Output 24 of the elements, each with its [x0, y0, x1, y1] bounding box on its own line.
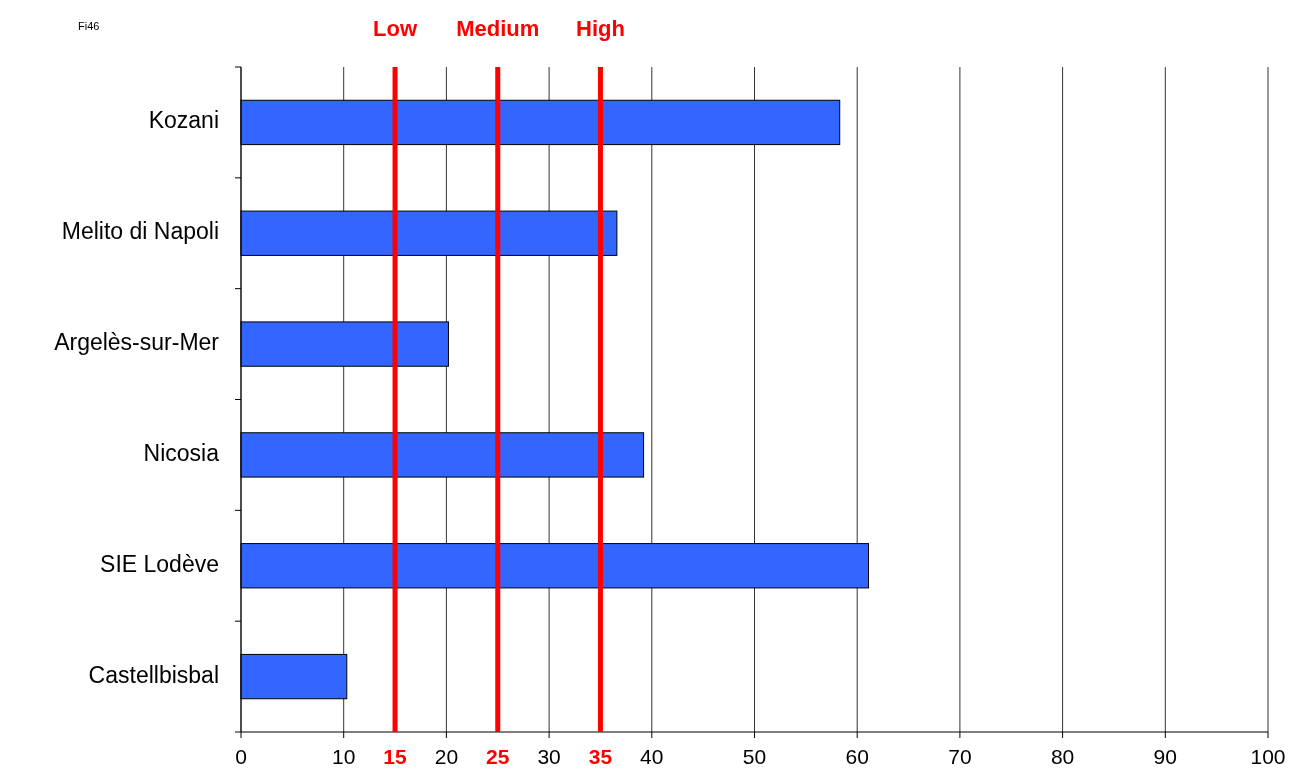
ref-line-label: 15 — [383, 745, 408, 768]
y-tick-label: Argelès-sur-Mer — [54, 329, 220, 356]
x-tick-label: 0 — [235, 745, 247, 768]
x-tick-label: 50 — [742, 745, 767, 768]
ref-line-label: 35 — [588, 745, 613, 768]
text: High — [576, 16, 625, 41]
y-tick-label: Kozani — [148, 107, 219, 134]
x-tick-label: 80 — [1050, 745, 1075, 768]
y-tick-label: Melito di Napoli — [61, 218, 219, 245]
x-tick-label: 20 — [434, 745, 459, 768]
y-tick-label: Nicosia — [143, 439, 220, 466]
x-tick-label: 30 — [537, 745, 561, 768]
text: Low — [373, 16, 418, 41]
x-tick-label: 40 — [640, 745, 664, 768]
x-tick-label: 100 — [1250, 745, 1286, 768]
text: Medium — [456, 16, 540, 41]
text: Fi46 — [78, 20, 100, 32]
ref-line-label: 25 — [486, 745, 510, 768]
x-tick-label: 10 — [332, 745, 356, 768]
x-tick-label: 70 — [948, 745, 972, 768]
y-tick-label: Castellbisbal — [88, 661, 219, 688]
x-tick-label: 60 — [845, 745, 869, 768]
y-tick-label: SIE Lodève — [100, 550, 219, 577]
x-tick-label: 90 — [1153, 745, 1177, 768]
